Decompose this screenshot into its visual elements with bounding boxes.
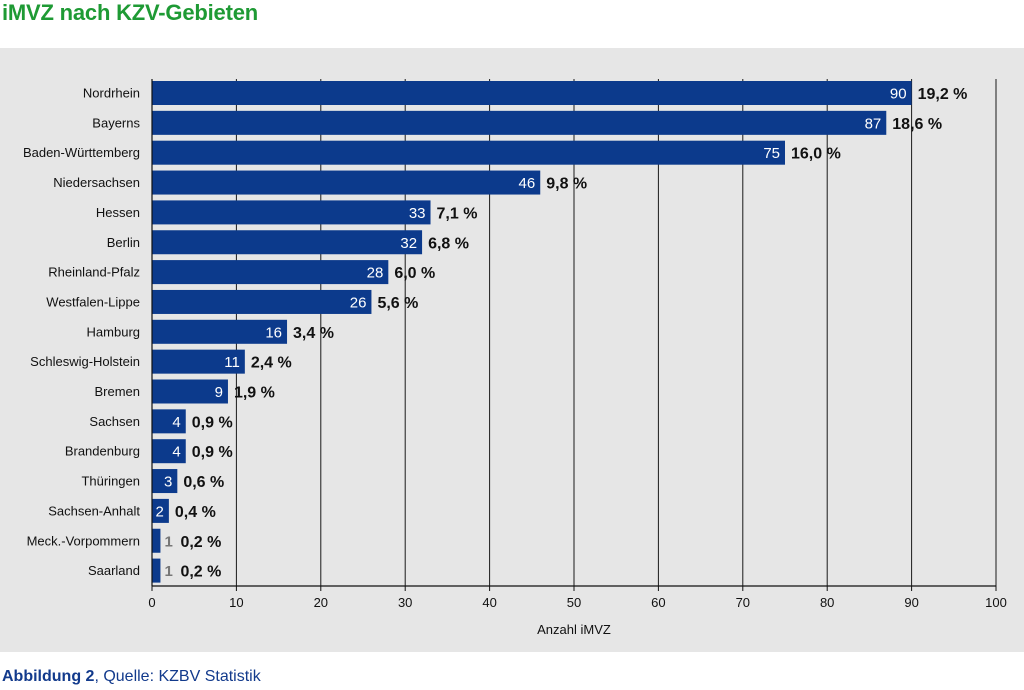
chart-title: iMVZ nach KZV-Gebieten [2, 0, 258, 25]
category-label: Berlin [107, 235, 140, 250]
percent-label: 1,9 % [234, 385, 275, 402]
value-label: 33 [409, 205, 426, 222]
percent-label: 0,2 % [180, 564, 221, 581]
value-label: 4 [172, 444, 180, 461]
value-label: 3 [164, 474, 172, 491]
bar [152, 319, 288, 344]
bar [152, 81, 912, 105]
category-label: Niedersachsen [53, 175, 140, 190]
category-label: Westfalen-Lippe [46, 294, 140, 309]
bar-chart: Nordrhein 90 19,2 %Bayerns 87 18,6 %Baden-Wü… [23, 79, 1007, 637]
percent-label: 3,4 % [293, 325, 334, 342]
x-tick-label: 20 [314, 595, 328, 610]
bar [152, 140, 785, 165]
value-label: 28 [367, 265, 384, 282]
x-tick-label: 40 [482, 595, 496, 610]
bar [152, 558, 161, 583]
x-tick-label: 60 [651, 595, 665, 610]
value-label: 75 [763, 145, 780, 162]
bar [152, 200, 431, 225]
bar [152, 528, 161, 553]
category-label: Bayerns [92, 115, 140, 130]
percent-label: 9,8 % [546, 176, 587, 193]
value-label: 9 [215, 384, 223, 401]
value-label: 11 [224, 354, 240, 371]
value-label: 90 [890, 86, 907, 103]
category-label: Thüringen [81, 474, 140, 489]
category-label: Rheinland-Pfalz [48, 265, 140, 280]
x-axis-title: Anzahl iMVZ [537, 622, 611, 637]
value-label: 4 [172, 414, 180, 431]
percent-label: 0,2 % [180, 534, 221, 551]
value-label: 2 [156, 503, 164, 520]
percent-label: 6,0 % [394, 265, 435, 282]
bar [152, 409, 186, 434]
percent-label: 0,4 % [175, 504, 216, 521]
bar [152, 289, 372, 314]
x-tick-label: 30 [398, 595, 412, 610]
value-label: 46 [519, 175, 536, 192]
percent-label: 0,9 % [192, 444, 233, 461]
value-label: 1 [164, 533, 172, 550]
x-tick-label: 10 [229, 595, 243, 610]
x-tick-label: 90 [904, 595, 918, 610]
category-label: Hessen [96, 205, 140, 220]
percent-label: 5,6 % [377, 295, 418, 312]
percent-label: 0,9 % [192, 414, 233, 431]
category-label: Hamburg [87, 324, 140, 339]
category-label: Sachsen [89, 414, 140, 429]
figure-caption: Abbildung 2, Quelle: KZBV Statistik [2, 668, 261, 686]
caption-figure-number: Abbildung 2 [2, 668, 95, 685]
category-label: Brandenburg [65, 444, 140, 459]
category-label: Schleswig-Holstein [30, 354, 140, 369]
percent-label: 18,6 % [892, 116, 942, 133]
bar [152, 498, 169, 523]
value-label: 1 [164, 563, 172, 580]
value-label: 87 [865, 115, 882, 132]
value-label: 32 [400, 235, 417, 252]
category-label: Sachsen-Anhalt [48, 503, 140, 518]
chart-panel: Nordrhein 90 19,2 % Bayerns 87 18,6 % Baden-Wü… [0, 48, 1024, 652]
bar [152, 469, 178, 494]
percent-label: 19,2 % [918, 86, 968, 103]
category-label: Nordrhein [83, 86, 140, 101]
bar [152, 110, 887, 135]
percent-label: 0,6 % [183, 474, 224, 491]
category-label: Saarland [88, 563, 140, 578]
value-label: 16 [265, 324, 282, 341]
bar [152, 379, 228, 404]
percent-label: 2,4 % [251, 355, 292, 372]
bar [152, 230, 423, 255]
x-tick-label: 0 [148, 595, 155, 610]
caption-source: , Quelle: KZBV Statistik [94, 668, 261, 685]
category-label: Meck.-Vorpommern [27, 533, 140, 548]
value-label: 26 [350, 294, 367, 311]
bar [152, 260, 389, 285]
category-label: Bremen [94, 384, 140, 399]
bar [152, 349, 245, 374]
bar [152, 170, 541, 195]
x-tick-label: 50 [567, 595, 581, 610]
x-tick-label: 80 [820, 595, 834, 610]
category-label: Baden-Württemberg [23, 145, 140, 160]
x-tick-label: 70 [736, 595, 750, 610]
x-tick-label: 100 [985, 595, 1007, 610]
bar [152, 439, 186, 464]
percent-label: 16,0 % [791, 146, 841, 163]
percent-label: 6,8 % [428, 235, 469, 252]
percent-label: 7,1 % [437, 205, 478, 222]
